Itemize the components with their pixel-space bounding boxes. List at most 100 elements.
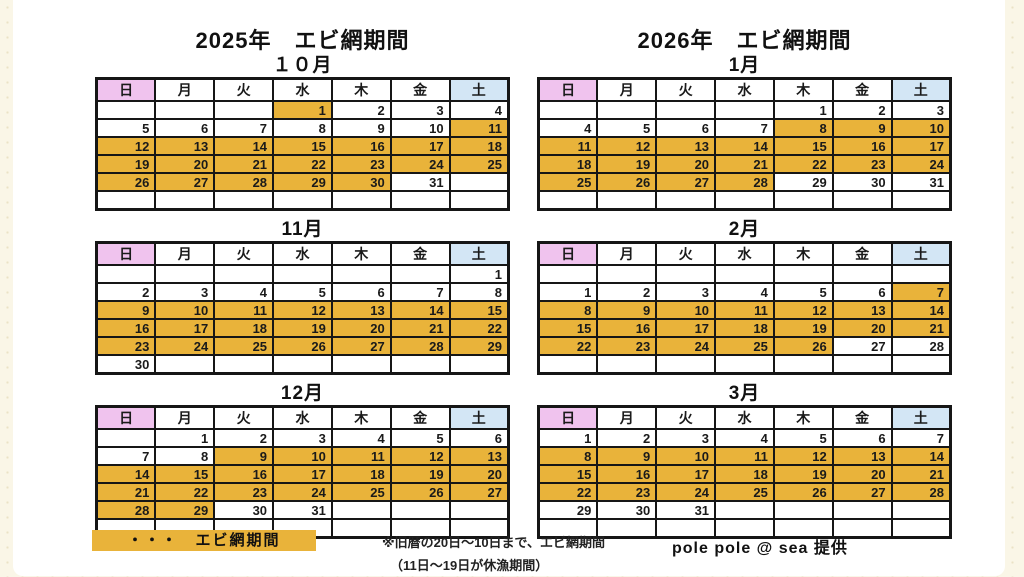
weekday-header-wed: 水 <box>714 405 775 430</box>
day-cell: 15 <box>154 464 216 484</box>
day-cell: 26 <box>772 336 834 356</box>
calendar-week-row: 12 13 14 15 16 17 18 <box>95 136 510 156</box>
day-cell: 17 <box>655 318 717 338</box>
day-cell: 28 <box>890 482 952 502</box>
day-cell: 6 <box>154 118 216 138</box>
weekday-header-sun: 日 <box>95 405 157 430</box>
day-cell: 1 <box>537 282 599 302</box>
day-cell: 30 <box>213 500 275 520</box>
day-cell: 17 <box>890 136 952 156</box>
empty-cell <box>831 518 893 539</box>
calendar-week-row <box>537 190 952 211</box>
empty-cell <box>154 264 216 284</box>
day-cell: 6 <box>655 118 717 138</box>
empty-cell <box>330 190 392 211</box>
month-block-2026-01: 1月日月火水木金土 1 2 3 4 5 6 7 8 9 10 11 12 13 14 15 16 17 18 19 20… <box>537 54 952 211</box>
calendar-week-row: 5 6 7 8 9 10 11 <box>95 118 510 138</box>
calendar-week-row: 8 9 10 11 12 13 14 <box>537 446 952 466</box>
empty-cell <box>596 354 658 375</box>
weekday-header-tue: 火 <box>213 405 275 430</box>
weekday-header-fri: 金 <box>389 241 451 266</box>
weekday-header-sun: 日 <box>95 241 157 266</box>
day-cell: 16 <box>330 136 392 156</box>
day-cell: 8 <box>537 446 599 466</box>
empty-cell <box>714 100 775 120</box>
day-cell: 9 <box>596 446 658 466</box>
day-cell: 17 <box>655 464 717 484</box>
calendar-week-row: 7 8 9 10 11 12 13 <box>95 446 510 466</box>
day-cell: 1 <box>537 428 599 448</box>
calendar-week-row: 22 23 24 25 26 27 28 <box>537 336 952 356</box>
calendar-week-row: 15 16 17 18 19 20 21 <box>537 318 952 338</box>
empty-cell <box>330 518 392 539</box>
day-cell: 8 <box>154 446 216 466</box>
day-cell: 26 <box>95 172 157 192</box>
empty-cell <box>890 354 952 375</box>
month-block-2026-02: 2月日月火水木金土 1 2 3 4 5 6 7 8 9 10 11 12 13 14 15 16 17 18 19 20… <box>537 218 952 375</box>
day-cell: 4 <box>714 282 775 302</box>
day-cell: 31 <box>389 172 451 192</box>
month-block-2026-03: 3月日月火水木金土 1 2 3 4 5 6 7 8 9 10 11 12 13 14 15 16 17 18 19 20… <box>537 382 952 539</box>
empty-cell <box>714 190 775 211</box>
month-title-2026-03: 3月 <box>728 383 761 404</box>
weekday-header-tue: 火 <box>655 405 717 430</box>
day-cell: 29 <box>154 500 216 520</box>
empty-cell <box>890 500 952 520</box>
day-cell: 26 <box>389 482 451 502</box>
day-cell: 11 <box>714 300 775 320</box>
weekday-header-thu: 木 <box>772 241 834 266</box>
calendar-table-2025-12: 日月火水木金土 1 2 3 4 5 6 7 8 9 10 11 12 13 14 15 16 17 18 19 20 21… <box>95 405 510 539</box>
day-cell: 11 <box>537 136 599 156</box>
calendar-week-row: 26 27 28 29 30 31 <box>95 172 510 192</box>
calendar-column-left: 2025年 エビ網期間 １０月日月火水木金土 1 2 3 4 5 6 7 8 9 10 11 12 13 1… <box>95 0 510 539</box>
weekday-header-sun: 日 <box>537 405 599 430</box>
day-cell: 22 <box>537 482 599 502</box>
day-cell: 5 <box>596 118 658 138</box>
calendar-week-row: 9 10 11 12 13 14 15 <box>95 300 510 320</box>
day-cell: 31 <box>655 500 717 520</box>
day-cell: 4 <box>714 428 775 448</box>
empty-cell <box>154 354 216 375</box>
day-cell: 18 <box>330 464 392 484</box>
empty-cell <box>890 518 952 539</box>
weekday-header-mon: 月 <box>154 77 216 102</box>
day-cell: 20 <box>154 154 216 174</box>
day-cell: 12 <box>389 446 451 466</box>
day-cell: 31 <box>890 172 952 192</box>
day-cell: 3 <box>389 100 451 120</box>
day-cell: 9 <box>831 118 893 138</box>
day-cell: 27 <box>831 336 893 356</box>
day-cell: 19 <box>95 154 157 174</box>
empty-cell <box>389 190 451 211</box>
weekday-header-sun: 日 <box>537 77 599 102</box>
day-cell: 3 <box>154 282 216 302</box>
day-cell: 9 <box>213 446 275 466</box>
day-cell: 2 <box>596 282 658 302</box>
month-title-2026-02: 2月 <box>728 219 761 240</box>
day-cell: 20 <box>330 318 392 338</box>
day-cell: 23 <box>596 336 658 356</box>
empty-cell <box>831 264 893 284</box>
day-cell: 3 <box>272 428 333 448</box>
day-cell: 5 <box>772 282 834 302</box>
day-cell: 23 <box>596 482 658 502</box>
day-cell: 18 <box>714 318 775 338</box>
empty-cell <box>330 354 392 375</box>
weekday-header-thu: 木 <box>330 405 392 430</box>
day-cell: 15 <box>448 300 510 320</box>
day-cell: 24 <box>890 154 952 174</box>
day-cell: 25 <box>330 482 392 502</box>
calendar-week-row: 23 24 25 26 27 28 29 <box>95 336 510 356</box>
day-cell: 8 <box>272 118 333 138</box>
empty-cell <box>537 264 599 284</box>
weekday-header-mon: 月 <box>154 241 216 266</box>
calendar-week-row <box>537 518 952 539</box>
day-cell: 16 <box>95 318 157 338</box>
day-cell: 21 <box>213 154 275 174</box>
empty-cell <box>537 100 599 120</box>
day-cell: 4 <box>448 100 510 120</box>
day-cell: 10 <box>890 118 952 138</box>
empty-cell <box>389 500 451 520</box>
day-cell: 11 <box>330 446 392 466</box>
